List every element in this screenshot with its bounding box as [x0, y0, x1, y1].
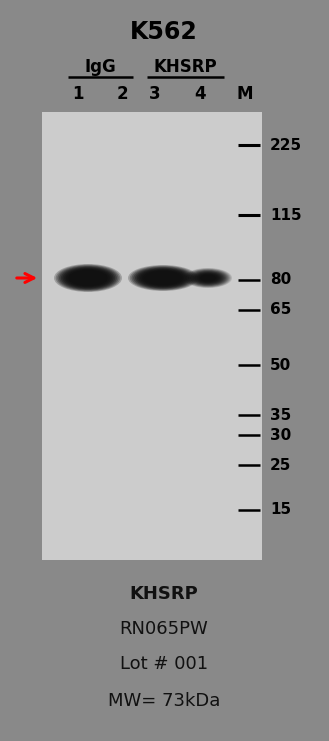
Ellipse shape — [57, 265, 118, 290]
Ellipse shape — [158, 276, 168, 280]
Ellipse shape — [153, 274, 173, 282]
Text: 115: 115 — [270, 207, 302, 222]
Ellipse shape — [156, 276, 170, 281]
Ellipse shape — [189, 270, 227, 286]
Ellipse shape — [83, 276, 93, 280]
Text: RN065PW: RN065PW — [120, 620, 208, 638]
Ellipse shape — [63, 268, 114, 288]
Text: 65: 65 — [270, 302, 291, 317]
Ellipse shape — [197, 273, 219, 282]
Ellipse shape — [202, 275, 214, 281]
Ellipse shape — [204, 276, 212, 279]
Ellipse shape — [196, 273, 220, 283]
Ellipse shape — [144, 271, 182, 285]
Ellipse shape — [187, 269, 230, 287]
Ellipse shape — [59, 266, 117, 290]
Text: 25: 25 — [270, 457, 291, 473]
Ellipse shape — [69, 270, 107, 286]
Ellipse shape — [86, 277, 90, 279]
Ellipse shape — [195, 273, 221, 284]
Ellipse shape — [190, 270, 226, 285]
Text: 3: 3 — [149, 85, 161, 103]
Ellipse shape — [154, 275, 172, 282]
Ellipse shape — [151, 273, 175, 282]
Ellipse shape — [203, 276, 213, 280]
Text: MW= 73kDa: MW= 73kDa — [108, 692, 220, 710]
Ellipse shape — [71, 271, 105, 285]
Ellipse shape — [56, 265, 120, 291]
Text: 1: 1 — [72, 85, 84, 103]
Ellipse shape — [198, 274, 217, 282]
Ellipse shape — [149, 273, 177, 283]
Ellipse shape — [76, 273, 100, 283]
Ellipse shape — [64, 268, 112, 288]
Text: KHSRP: KHSRP — [130, 585, 198, 603]
Ellipse shape — [85, 276, 91, 279]
Ellipse shape — [74, 273, 102, 284]
Ellipse shape — [185, 268, 231, 288]
Ellipse shape — [54, 264, 122, 292]
Ellipse shape — [133, 267, 193, 289]
Ellipse shape — [67, 270, 108, 287]
Ellipse shape — [142, 270, 184, 286]
Bar — [42, 112, 262, 560]
Ellipse shape — [66, 269, 110, 287]
Text: Lot # 001: Lot # 001 — [120, 655, 208, 673]
Text: 15: 15 — [270, 502, 291, 517]
Ellipse shape — [145, 271, 181, 285]
Ellipse shape — [137, 268, 189, 288]
Ellipse shape — [193, 272, 222, 284]
Ellipse shape — [147, 272, 179, 284]
Ellipse shape — [160, 276, 166, 279]
Ellipse shape — [201, 275, 215, 281]
Ellipse shape — [202, 276, 214, 281]
Text: 80: 80 — [270, 273, 291, 288]
Ellipse shape — [191, 271, 225, 285]
Ellipse shape — [132, 266, 194, 290]
Text: 2: 2 — [116, 85, 128, 103]
Ellipse shape — [130, 266, 196, 290]
Ellipse shape — [184, 268, 232, 288]
Text: M: M — [237, 85, 253, 103]
Ellipse shape — [81, 275, 95, 281]
Ellipse shape — [140, 270, 186, 287]
Ellipse shape — [80, 274, 96, 282]
Ellipse shape — [135, 268, 191, 288]
Text: 30: 30 — [270, 428, 291, 442]
Ellipse shape — [192, 271, 224, 285]
Ellipse shape — [207, 277, 209, 279]
Ellipse shape — [200, 274, 216, 282]
Ellipse shape — [128, 265, 198, 291]
Text: 225: 225 — [270, 138, 302, 153]
Ellipse shape — [188, 270, 228, 287]
Text: K562: K562 — [130, 20, 198, 44]
Ellipse shape — [61, 267, 115, 289]
Ellipse shape — [78, 274, 98, 282]
Text: IgG: IgG — [84, 58, 116, 76]
Text: 4: 4 — [194, 85, 206, 103]
Ellipse shape — [161, 277, 165, 279]
Text: 50: 50 — [270, 357, 291, 373]
Ellipse shape — [154, 274, 172, 282]
Ellipse shape — [206, 277, 211, 279]
Text: 35: 35 — [270, 408, 291, 422]
Ellipse shape — [73, 272, 103, 285]
Ellipse shape — [139, 269, 188, 287]
Ellipse shape — [80, 274, 96, 282]
Text: KHSRP: KHSRP — [153, 58, 217, 76]
